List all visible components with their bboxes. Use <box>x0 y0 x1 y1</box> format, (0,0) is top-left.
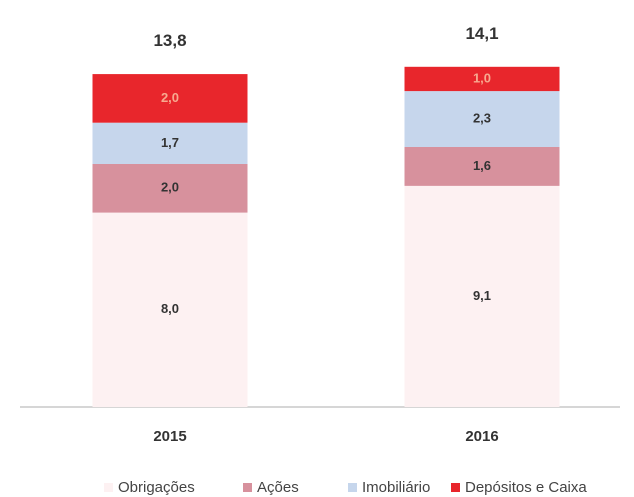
bar-segment <box>404 66 560 92</box>
legend-label: Imobiliário <box>362 479 430 496</box>
data-label: 8,0 <box>161 301 179 316</box>
data-label: 2,0 <box>161 180 179 195</box>
total-label: 14,1 <box>465 24 498 43</box>
bar-segment <box>404 185 560 407</box>
bar-segment <box>92 74 248 123</box>
bar-segment <box>92 164 248 213</box>
total-label: 13,8 <box>153 31 186 50</box>
legend-label: Obrigações <box>118 479 195 496</box>
legend-label: Ações <box>257 479 299 496</box>
data-label: 9,1 <box>473 288 491 303</box>
bar-segment <box>404 91 560 147</box>
data-label: 2,3 <box>473 110 491 125</box>
data-label: 2,0 <box>161 90 179 105</box>
bar-segment <box>404 146 560 186</box>
legend-swatch <box>243 483 252 492</box>
x-tick-label: 2015 <box>153 428 186 445</box>
data-label: 1,6 <box>473 158 491 173</box>
data-label: 1,7 <box>161 135 179 150</box>
bar-segment <box>92 122 248 164</box>
data-label: 1,0 <box>473 70 491 85</box>
legend-label: Depósitos e Caixa <box>465 479 587 496</box>
legend-swatch <box>451 483 460 492</box>
legend-swatch <box>348 483 357 492</box>
bar-segment <box>92 212 248 407</box>
legend-swatch <box>104 483 113 492</box>
x-tick-label: 2016 <box>465 428 498 445</box>
